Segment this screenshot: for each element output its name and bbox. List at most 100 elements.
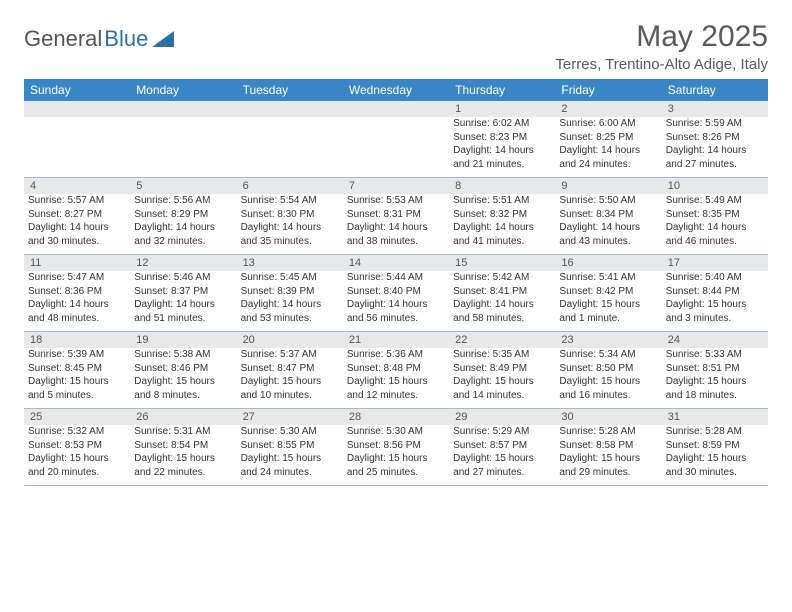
day-cell <box>237 117 343 177</box>
day-number <box>130 101 236 117</box>
sunset-text: Sunset: 8:40 PM <box>347 285 445 299</box>
daylight-text: and 30 minutes. <box>28 235 126 249</box>
weekday-header: Sunday Monday Tuesday Wednesday Thursday… <box>24 79 768 101</box>
week-row: Sunrise: 5:39 AMSunset: 8:45 PMDaylight:… <box>24 348 768 409</box>
weekday-label: Saturday <box>662 79 768 101</box>
day-number: 21 <box>343 332 449 348</box>
sunrise-text: Sunrise: 5:44 AM <box>347 271 445 285</box>
day-number: 1 <box>449 101 555 117</box>
day-number: 15 <box>449 255 555 271</box>
day-cell: Sunrise: 5:28 AMSunset: 8:58 PMDaylight:… <box>555 425 661 485</box>
daylight-text: and 24 minutes. <box>559 158 657 172</box>
daylight-text: Daylight: 15 hours <box>347 375 445 389</box>
daylight-text: and 43 minutes. <box>559 235 657 249</box>
daylight-text: Daylight: 15 hours <box>559 375 657 389</box>
daylight-text: and 48 minutes. <box>28 312 126 326</box>
sunset-text: Sunset: 8:47 PM <box>241 362 339 376</box>
sunrise-text: Sunrise: 5:30 AM <box>347 425 445 439</box>
day-cell: Sunrise: 5:53 AMSunset: 8:31 PMDaylight:… <box>343 194 449 254</box>
sunset-text: Sunset: 8:53 PM <box>28 439 126 453</box>
day-cell: Sunrise: 5:44 AMSunset: 8:40 PMDaylight:… <box>343 271 449 331</box>
sunset-text: Sunset: 8:51 PM <box>666 362 764 376</box>
title-block: May 2025 Terres, Trentino-Alto Adige, It… <box>555 20 768 73</box>
sunrise-text: Sunrise: 5:49 AM <box>666 194 764 208</box>
day-cell: Sunrise: 5:41 AMSunset: 8:42 PMDaylight:… <box>555 271 661 331</box>
daylight-text: Daylight: 15 hours <box>666 375 764 389</box>
daylight-text: and 18 minutes. <box>666 389 764 403</box>
day-cell <box>24 117 130 177</box>
day-cell: Sunrise: 5:46 AMSunset: 8:37 PMDaylight:… <box>130 271 236 331</box>
day-cell: Sunrise: 5:51 AMSunset: 8:32 PMDaylight:… <box>449 194 555 254</box>
day-number <box>237 101 343 117</box>
day-number <box>343 101 449 117</box>
day-cell: Sunrise: 5:45 AMSunset: 8:39 PMDaylight:… <box>237 271 343 331</box>
sunset-text: Sunset: 8:23 PM <box>453 131 551 145</box>
daylight-text: Daylight: 15 hours <box>666 452 764 466</box>
daylight-text: Daylight: 14 hours <box>559 221 657 235</box>
day-cell: Sunrise: 5:49 AMSunset: 8:35 PMDaylight:… <box>662 194 768 254</box>
day-cell <box>130 117 236 177</box>
day-number: 6 <box>237 178 343 194</box>
sunset-text: Sunset: 8:39 PM <box>241 285 339 299</box>
day-number: 3 <box>662 101 768 117</box>
daylight-text: and 24 minutes. <box>241 466 339 480</box>
sunrise-text: Sunrise: 6:00 AM <box>559 117 657 131</box>
daylight-text: Daylight: 15 hours <box>559 452 657 466</box>
day-number: 10 <box>662 178 768 194</box>
day-number: 17 <box>662 255 768 271</box>
daylight-text: Daylight: 14 hours <box>241 221 339 235</box>
day-cell: Sunrise: 5:30 AMSunset: 8:56 PMDaylight:… <box>343 425 449 485</box>
day-cell: Sunrise: 5:34 AMSunset: 8:50 PMDaylight:… <box>555 348 661 408</box>
daylight-text: and 5 minutes. <box>28 389 126 403</box>
day-cell: Sunrise: 5:40 AMSunset: 8:44 PMDaylight:… <box>662 271 768 331</box>
sunrise-text: Sunrise: 5:59 AM <box>666 117 764 131</box>
weekday-label: Sunday <box>24 79 130 101</box>
day-cell: Sunrise: 5:37 AMSunset: 8:47 PMDaylight:… <box>237 348 343 408</box>
sunset-text: Sunset: 8:54 PM <box>134 439 232 453</box>
sunset-text: Sunset: 8:44 PM <box>666 285 764 299</box>
day-number: 12 <box>130 255 236 271</box>
sunrise-text: Sunrise: 5:51 AM <box>453 194 551 208</box>
daylight-text: and 20 minutes. <box>28 466 126 480</box>
daylight-text: Daylight: 15 hours <box>559 298 657 312</box>
daylight-text: and 27 minutes. <box>666 158 764 172</box>
sunset-text: Sunset: 8:57 PM <box>453 439 551 453</box>
sunset-text: Sunset: 8:55 PM <box>241 439 339 453</box>
day-cell: Sunrise: 5:38 AMSunset: 8:46 PMDaylight:… <box>130 348 236 408</box>
sunset-text: Sunset: 8:30 PM <box>241 208 339 222</box>
daylight-text: Daylight: 14 hours <box>453 144 551 158</box>
day-number-row: 45678910 <box>24 178 768 194</box>
day-cell: Sunrise: 5:42 AMSunset: 8:41 PMDaylight:… <box>449 271 555 331</box>
sunrise-text: Sunrise: 5:36 AM <box>347 348 445 362</box>
month-title: May 2025 <box>555 20 768 54</box>
daylight-text: Daylight: 14 hours <box>28 298 126 312</box>
daylight-text: and 46 minutes. <box>666 235 764 249</box>
day-number: 18 <box>24 332 130 348</box>
sunset-text: Sunset: 8:29 PM <box>134 208 232 222</box>
sunrise-text: Sunrise: 5:45 AM <box>241 271 339 285</box>
daylight-text: and 16 minutes. <box>559 389 657 403</box>
day-cell: Sunrise: 5:30 AMSunset: 8:55 PMDaylight:… <box>237 425 343 485</box>
daylight-text: Daylight: 15 hours <box>241 375 339 389</box>
daylight-text: Daylight: 15 hours <box>453 452 551 466</box>
daylight-text: Daylight: 14 hours <box>134 298 232 312</box>
day-cell: Sunrise: 6:02 AMSunset: 8:23 PMDaylight:… <box>449 117 555 177</box>
day-number-row: 123 <box>24 101 768 117</box>
sunset-text: Sunset: 8:36 PM <box>28 285 126 299</box>
daylight-text: and 8 minutes. <box>134 389 232 403</box>
day-number-row: 25262728293031 <box>24 409 768 425</box>
sunrise-text: Sunrise: 5:28 AM <box>666 425 764 439</box>
daylight-text: and 25 minutes. <box>347 466 445 480</box>
sunrise-text: Sunrise: 5:56 AM <box>134 194 232 208</box>
daylight-text: and 29 minutes. <box>559 466 657 480</box>
weekday-label: Wednesday <box>343 79 449 101</box>
daylight-text: and 21 minutes. <box>453 158 551 172</box>
sunrise-text: Sunrise: 5:34 AM <box>559 348 657 362</box>
sunrise-text: Sunrise: 5:30 AM <box>241 425 339 439</box>
day-cell: Sunrise: 5:32 AMSunset: 8:53 PMDaylight:… <box>24 425 130 485</box>
day-number <box>24 101 130 117</box>
daylight-text: and 12 minutes. <box>347 389 445 403</box>
day-number: 4 <box>24 178 130 194</box>
day-number: 29 <box>449 409 555 425</box>
day-number: 11 <box>24 255 130 271</box>
